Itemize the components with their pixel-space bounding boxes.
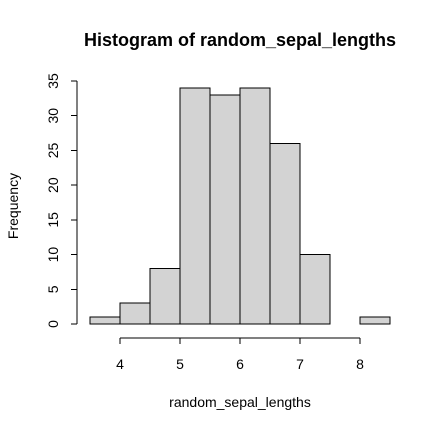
histogram-bar-3 <box>180 88 210 324</box>
histogram-bar-2 <box>150 268 180 324</box>
x-axis-title: random_sepal_lengths <box>169 394 311 410</box>
y-tick-label-1: 5 <box>45 285 61 293</box>
histogram-bar-6 <box>270 143 300 324</box>
histogram-bar-7 <box>300 255 330 324</box>
x-tick-label-4: 8 <box>356 356 364 372</box>
chart-title: Histogram of random_sepal_lengths <box>84 30 396 50</box>
histogram-bar-9 <box>360 317 390 324</box>
x-tick-label-2: 6 <box>236 356 244 372</box>
x-tick-label-0: 4 <box>116 356 124 372</box>
y-tick-label-3: 15 <box>45 212 61 228</box>
y-tick-label-7: 35 <box>45 73 61 89</box>
y-tick-label-5: 25 <box>45 142 61 158</box>
histogram-bar-5 <box>240 88 270 324</box>
y-tick-label-6: 30 <box>45 108 61 124</box>
y-tick-label-4: 20 <box>45 177 61 193</box>
y-axis-title: Frequency <box>5 173 21 239</box>
histogram-bar-4 <box>210 95 240 324</box>
y-tick-label-2: 10 <box>45 247 61 263</box>
histogram-bar-0 <box>90 317 120 324</box>
bars-layer <box>90 88 390 324</box>
x-tick-label-1: 5 <box>176 356 184 372</box>
x-tick-label-3: 7 <box>296 356 304 372</box>
histogram-bar-1 <box>120 303 150 324</box>
y-tick-label-0: 0 <box>45 320 61 328</box>
